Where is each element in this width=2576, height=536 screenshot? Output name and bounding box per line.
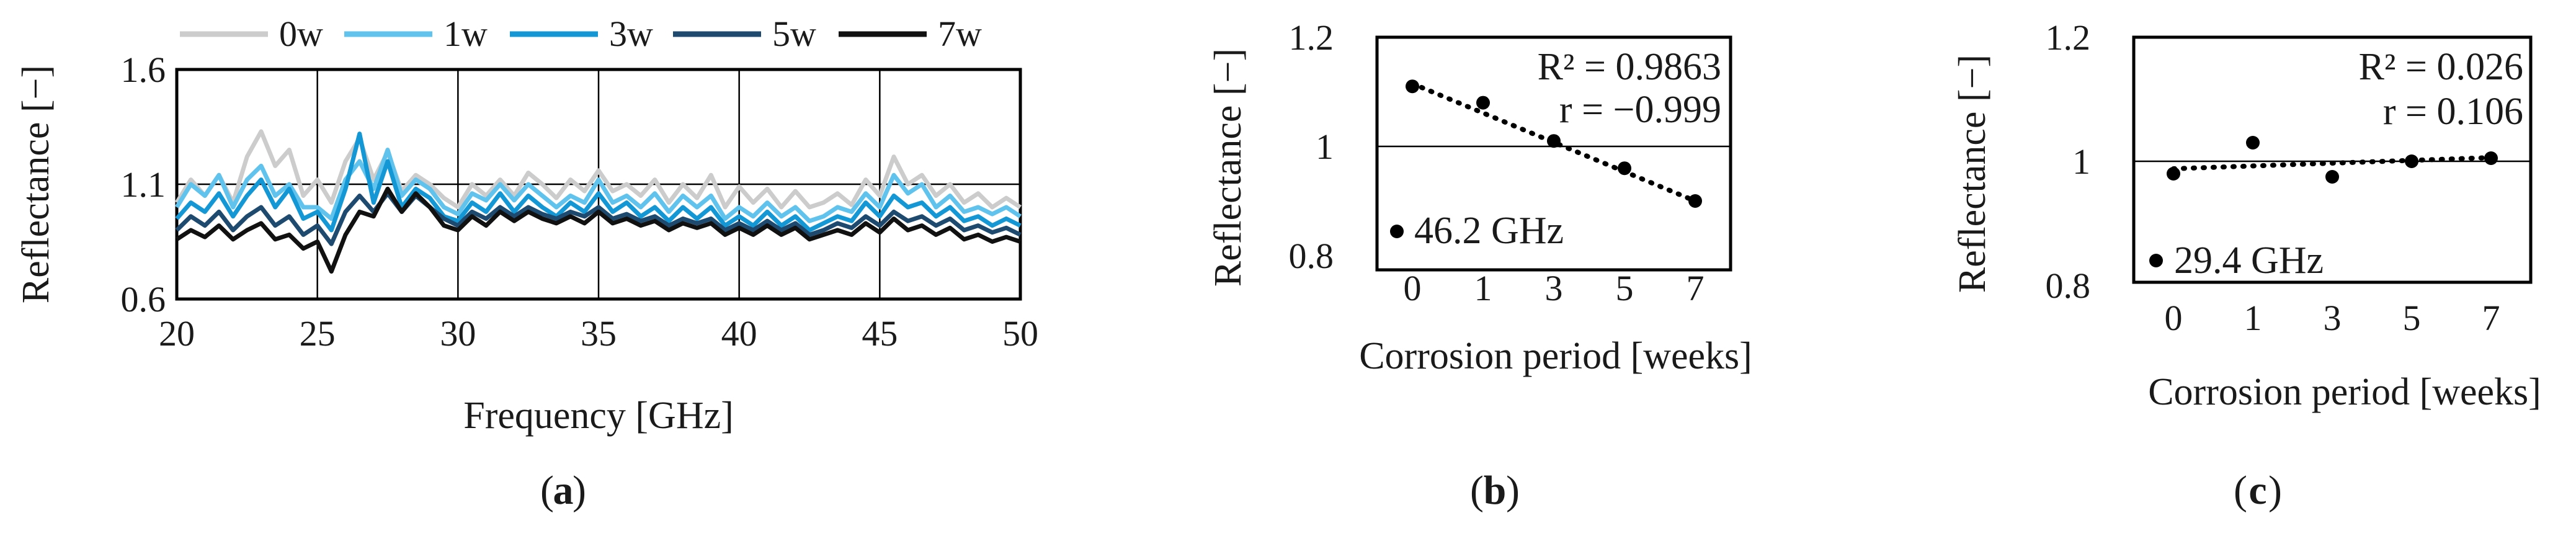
x-tick-label-b: 7: [1687, 268, 1705, 308]
y-tick-labels-c: 0.8 1 1.2: [2046, 17, 2091, 306]
x-axis-label-b: Corrosion period [weeks]: [1359, 335, 1752, 377]
data-point-b: [1476, 96, 1490, 110]
frequency-label-b: 46.2 GHz: [1414, 210, 1564, 252]
legend-label-1w: 1w: [443, 14, 488, 54]
y-tick-label-a: 1.1: [121, 164, 166, 205]
y-tick-labels-a: 0.6 1.1 1.6: [121, 50, 166, 319]
x-tick-label-c: 5: [2403, 298, 2421, 338]
plot-frame-b: [1375, 35, 1732, 272]
y-tick-label-c: 1.2: [2046, 17, 2091, 58]
panel-label-b: ( b ): [1470, 468, 1520, 513]
r-squared-b: R² = 0.9863: [1538, 46, 1721, 88]
series-line-5w: [175, 191, 1022, 246]
svg-text:(: (: [540, 468, 554, 513]
grid-a: [177, 69, 1020, 299]
data-point-b: [1688, 194, 1702, 208]
data-point-c: [2325, 170, 2339, 184]
data-point-b: [1547, 134, 1561, 148]
y-axis-label-b: Reflectance [−]: [1207, 48, 1249, 287]
x-tick-label-c: 3: [2324, 298, 2342, 338]
data-point-c: [2484, 151, 2498, 165]
x-tick-label-a: 30: [440, 313, 476, 354]
data-point-c: [2167, 167, 2180, 181]
correlation-r-b: r = −0.999: [1559, 89, 1721, 131]
y-tick-label-b: 0.8: [1289, 236, 1334, 276]
x-tick-labels-a: 20 25 30 35 40 45 50: [159, 313, 1038, 354]
r-squared-c: R² = 0.026: [2359, 46, 2523, 88]
data-points-c: [2167, 136, 2498, 184]
y-axis-label-c: Reflectance [−]: [1951, 55, 1994, 293]
svg-text:): ): [1506, 468, 1520, 513]
panel-label-c: ( c ): [2234, 468, 2282, 513]
svg-text:(: (: [1470, 468, 1484, 513]
legend-label-0w: 0w: [279, 14, 323, 54]
x-tick-label-a: 40: [721, 313, 757, 354]
x-tick-label-a: 20: [159, 313, 195, 354]
svg-text:(: (: [2234, 468, 2247, 513]
x-tick-label-c: 7: [2482, 298, 2500, 338]
series-line-3w: [175, 132, 1022, 233]
data-point-b: [1406, 79, 1419, 94]
data-points-b: [1406, 79, 1702, 208]
x-tick-label-a: 50: [1002, 313, 1038, 354]
panel-a: 20 25 30 35 40 45 50 0.6 1.1 1.6 0w 1w 3w 5w 7w Freq…: [15, 14, 1038, 513]
legend-a: 0w 1w 3w 5w 7w: [180, 14, 982, 54]
trendline-c: [2171, 155, 2494, 171]
y-tick-label-c: 1: [2072, 141, 2090, 182]
data-point-c: [2246, 136, 2260, 150]
data-point-c: [2405, 154, 2418, 168]
data-point-b: [1618, 161, 1631, 176]
trendline-b: [1410, 81, 1698, 203]
panel-b: 0 1 3 5 7 0.8 1 1.2 R² = 0.9863 r = −0.999 46.…: [1207, 17, 1752, 513]
y-axis-label-a: Reflectance [−]: [15, 65, 57, 303]
frequency-label-c: 29.4 GHz: [2174, 239, 2324, 282]
x-tick-label-c: 0: [2165, 298, 2183, 338]
legend-label-3w: 3w: [609, 14, 653, 54]
x-tick-label-a: 35: [581, 313, 617, 354]
x-tick-label-b: 1: [1474, 268, 1492, 308]
svg-text:a: a: [553, 468, 574, 513]
x-tick-labels-c: 0 1 3 5 7: [2165, 298, 2500, 338]
series-lines-a: [175, 129, 1022, 274]
x-tick-label-b: 0: [1404, 268, 1422, 308]
series-line-7w: [176, 186, 1022, 274]
x-axis-label-c: Corrosion period [weeks]: [2148, 371, 2541, 413]
svg-text:c: c: [2248, 468, 2266, 513]
series-line-1w: [175, 148, 1022, 223]
series-line-0w: [175, 129, 1022, 210]
svg-text:b: b: [1484, 468, 1507, 513]
y-tick-label-c: 0.8: [2046, 266, 2091, 306]
legend-label-7w: 7w: [938, 14, 982, 54]
y-tick-labels-b: 0.8 1 1.2: [1289, 17, 1334, 276]
x-axis-label-a: Frequency [GHz]: [463, 395, 734, 437]
frequency-marker-c: [2149, 254, 2163, 267]
x-tick-labels-b: 0 1 3 5 7: [1404, 268, 1705, 308]
x-tick-label-b: 3: [1545, 268, 1563, 308]
y-tick-label-a: 1.6: [121, 50, 166, 90]
legend-label-5w: 5w: [772, 14, 816, 54]
svg-text:): ): [573, 468, 586, 513]
panel-c: 0 1 3 5 7 0.8 1 1.2 R² = 0.026 r = 0.106 29.4 …: [1951, 17, 2541, 513]
y-tick-label-b: 1: [1316, 127, 1334, 167]
y-tick-label-b: 1.2: [1289, 17, 1334, 58]
plot-frame-c: [2132, 35, 2533, 284]
x-tick-label-b: 5: [1616, 268, 1634, 308]
y-tick-label-a: 0.6: [121, 279, 166, 319]
correlation-r-c: r = 0.106: [2383, 91, 2523, 133]
panel-label-a: ( a ): [540, 468, 586, 513]
frequency-marker-b: [1390, 225, 1404, 238]
x-tick-label-a: 45: [862, 313, 898, 354]
svg-text:): ): [2268, 468, 2282, 513]
x-tick-label-a: 25: [300, 313, 336, 354]
x-tick-label-c: 1: [2244, 298, 2262, 338]
